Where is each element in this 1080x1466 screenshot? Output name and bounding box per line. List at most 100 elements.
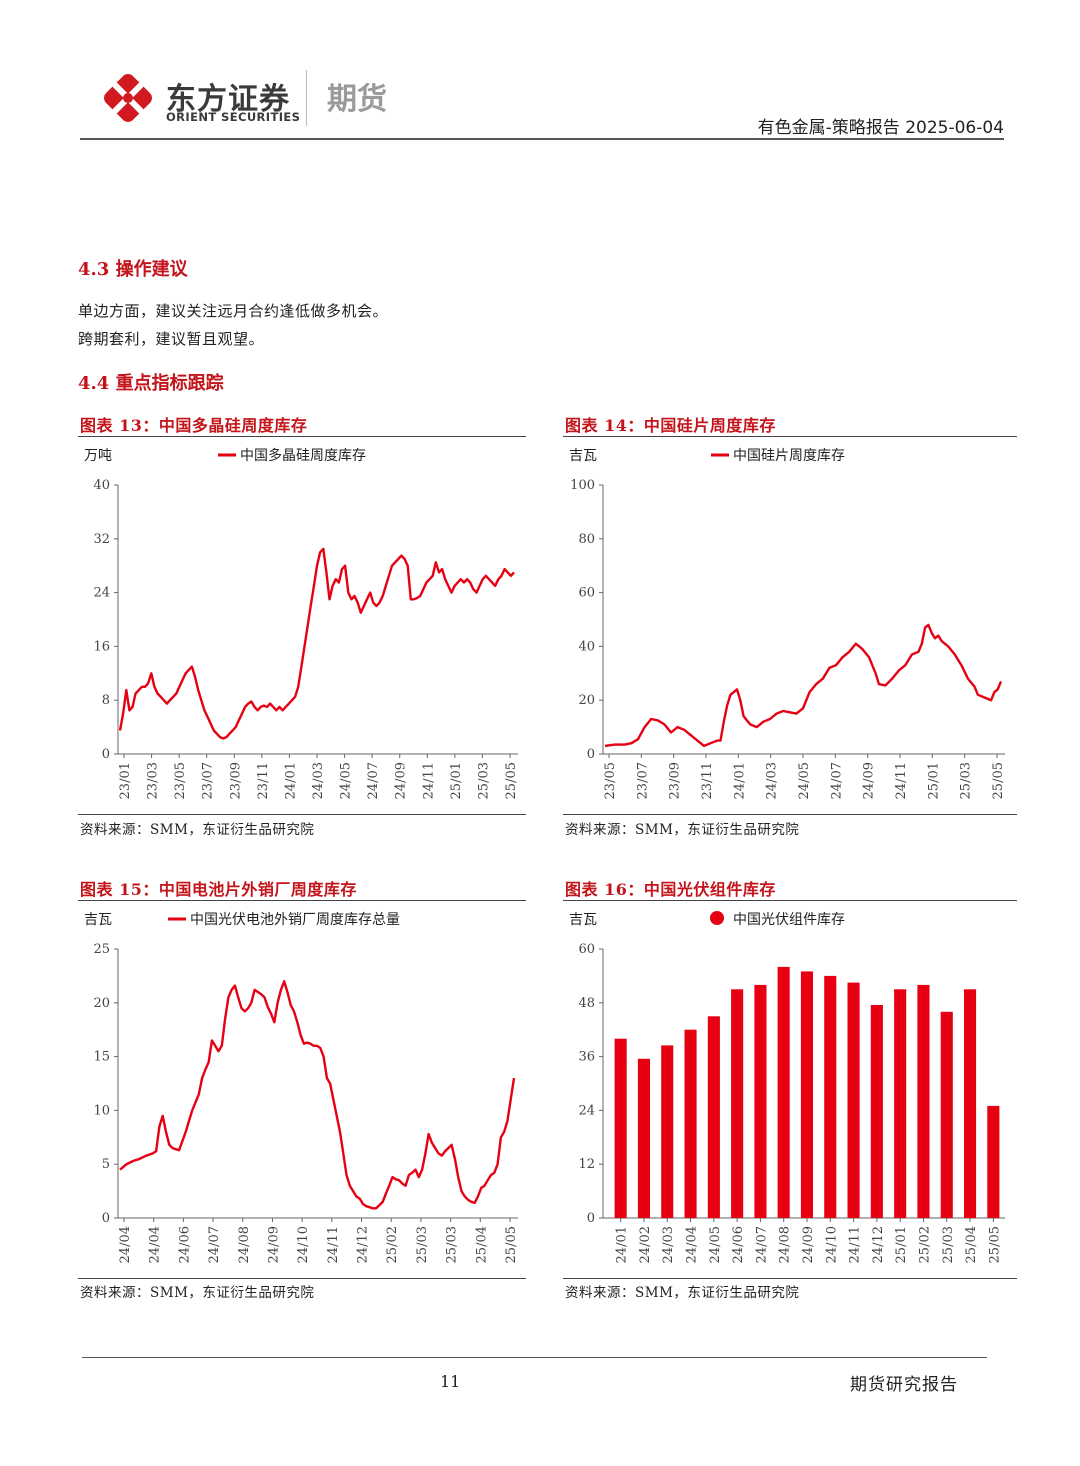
bar bbox=[754, 984, 767, 1218]
x-tick-label: 23/07 bbox=[635, 762, 650, 799]
x-tick-label: 24/07 bbox=[366, 762, 381, 799]
y-tick-label: 16 bbox=[93, 639, 110, 654]
y-tick-label: 8 bbox=[102, 693, 110, 708]
legend-label: 中国光伏组件库存 bbox=[733, 912, 845, 928]
x-tick-label: 25/02 bbox=[385, 1226, 400, 1263]
section-title-4-4: 4.4 重点指标跟踪 bbox=[78, 373, 224, 394]
x-tick-label: 24/12 bbox=[356, 1226, 371, 1263]
y-tick-label: 5 bbox=[102, 1157, 110, 1172]
y-tick-label: 10 bbox=[93, 1103, 110, 1118]
x-tick-label: 25/05 bbox=[991, 762, 1006, 799]
x-tick-label: 24/09 bbox=[862, 762, 877, 799]
x-tick-label: 25/02 bbox=[917, 1226, 932, 1263]
x-tick-label: 25/03 bbox=[415, 1226, 430, 1263]
chart-unit-label: 吉瓦 bbox=[569, 912, 597, 928]
chart-14-title: 图表 14：中国硅片周度库存 bbox=[565, 416, 776, 435]
page-number: 11 bbox=[440, 1372, 461, 1391]
chart-16-module-inventory: 吉瓦 中国光伏组件库存 0 12 24 36 48 60 24/01 24/02 24/03 24/0… bbox=[569, 911, 1005, 1263]
y-tick-label: 0 bbox=[102, 747, 110, 762]
bar bbox=[777, 966, 790, 1218]
bar bbox=[847, 982, 860, 1218]
x-tick-label: 23/11 bbox=[256, 762, 271, 799]
series-line bbox=[119, 980, 516, 1210]
bar bbox=[637, 1058, 650, 1218]
x-tick-label: 24/11 bbox=[421, 762, 436, 799]
footer-label: 期货研究报告 bbox=[850, 1375, 958, 1395]
chart-16-bottom-rule bbox=[563, 1278, 1017, 1279]
y-tick-label: 24 bbox=[578, 1103, 595, 1118]
chart-15-title: 图表 15：中国电池片外销厂周度库存 bbox=[80, 880, 357, 899]
x-tick-label: 24/11 bbox=[848, 1226, 863, 1263]
x-tick-label: 23/01 bbox=[118, 762, 133, 799]
x-tick-label: 25/03 bbox=[445, 1226, 460, 1263]
chart-14-wafer-inventory: 吉瓦 中国硅片周度库存 0 20 40 60 80 100 23/05 23/07 23/09 23/… bbox=[569, 448, 1006, 799]
chart-14-source: 资料来源：SMM，东证衍生品研究院 bbox=[565, 822, 800, 838]
chart-16-title: 图表 16：中国光伏组件库存 bbox=[565, 880, 776, 899]
logo-english-name: ORIENT SECURITIES bbox=[166, 110, 301, 124]
x-tick-label: 24/01 bbox=[732, 762, 747, 799]
y-tick-label: 25 bbox=[93, 942, 110, 957]
y-tick-label: 20 bbox=[93, 996, 110, 1011]
bar bbox=[940, 1011, 953, 1218]
bar bbox=[684, 1029, 697, 1218]
y-tick-label: 0 bbox=[587, 747, 595, 762]
x-tick-label: 24/07 bbox=[207, 1226, 222, 1263]
x-tick-label: 25/03 bbox=[941, 1226, 956, 1263]
x-tick-label: 24/05 bbox=[708, 1226, 723, 1263]
paragraph-single-side: 单边方面，建议关注远月合约逢低做多机会。 bbox=[78, 302, 389, 320]
bar bbox=[964, 989, 977, 1218]
x-tick-label: 25/05 bbox=[504, 1226, 519, 1263]
logo-chinese-name: 东方证券 bbox=[166, 82, 290, 117]
x-tick-label: 24/06 bbox=[177, 1226, 192, 1263]
x-tick-label: 25/03 bbox=[959, 762, 974, 799]
y-tick-label: 0 bbox=[587, 1211, 595, 1226]
bar bbox=[614, 1038, 627, 1218]
legend-label: 中国光伏电池外销厂周度库存总量 bbox=[190, 912, 400, 928]
chart-16-title-rule bbox=[563, 900, 1017, 901]
x-tick-label: 25/03 bbox=[476, 762, 491, 799]
y-tick-label: 12 bbox=[578, 1157, 595, 1172]
x-tick-label: 24/09 bbox=[801, 1226, 816, 1263]
x-tick-label: 24/03 bbox=[311, 762, 326, 799]
x-tick-label: 25/05 bbox=[504, 762, 519, 799]
chart-15-bottom-rule bbox=[78, 1278, 526, 1279]
x-tick-label: 24/03 bbox=[765, 762, 780, 799]
report-title: 有色金属-策略报告 2025-06-04 bbox=[757, 118, 1004, 138]
chart-15-cell-inventory: 吉瓦 中国光伏电池外销厂周度库存总量 0 5 10 15 20 25 24/04 24/04 24/… bbox=[84, 912, 519, 1263]
x-tick-label: 23/03 bbox=[146, 762, 161, 799]
chart-unit-label: 吉瓦 bbox=[84, 912, 112, 928]
legend-label: 中国多晶硅周度库存 bbox=[240, 447, 366, 464]
bar bbox=[917, 984, 930, 1218]
page-header: 东方证券 ORIENT SECURITIES 期货 有色金属-策略报告 2025… bbox=[80, 62, 1004, 140]
bar bbox=[800, 971, 813, 1218]
x-tick-label: 24/09 bbox=[266, 1226, 281, 1263]
y-tick-label: 20 bbox=[578, 693, 595, 708]
x-tick-label: 24/09 bbox=[394, 762, 409, 799]
x-tick-label: 24/04 bbox=[148, 1226, 163, 1263]
x-tick-label: 25/01 bbox=[449, 762, 464, 799]
x-tick-label: 24/06 bbox=[731, 1226, 746, 1263]
x-tick-label: 24/03 bbox=[661, 1226, 676, 1263]
x-tick-label: 24/10 bbox=[296, 1226, 311, 1263]
y-tick-label: 36 bbox=[578, 1050, 595, 1065]
chart-13-title-rule bbox=[78, 436, 526, 437]
y-tick-label: 60 bbox=[578, 586, 595, 601]
y-tick-label: 32 bbox=[93, 532, 110, 547]
bar bbox=[661, 1045, 674, 1218]
bar bbox=[824, 975, 837, 1218]
x-tick-label: 24/01 bbox=[283, 762, 298, 799]
x-tick-label: 23/05 bbox=[173, 762, 188, 799]
y-tick-label: 15 bbox=[93, 1050, 110, 1065]
x-tick-label: 24/10 bbox=[824, 1226, 839, 1263]
x-tick-label: 23/11 bbox=[700, 762, 715, 799]
chart-13-source: 资料来源：SMM，东证衍生品研究院 bbox=[80, 822, 315, 838]
bar bbox=[870, 1005, 883, 1218]
paragraph-calendar-spread: 跨期套利，建议暂且观望。 bbox=[78, 330, 265, 348]
chart-15-source: 资料来源：SMM，东证衍生品研究院 bbox=[80, 1285, 315, 1301]
x-tick-label: 24/05 bbox=[797, 762, 812, 799]
x-tick-label: 24/07 bbox=[754, 1226, 769, 1263]
y-tick-label: 48 bbox=[578, 996, 595, 1011]
x-tick-label: 24/05 bbox=[339, 762, 354, 799]
chart-14-title-rule bbox=[563, 436, 1017, 437]
x-tick-label: 25/04 bbox=[964, 1226, 979, 1263]
